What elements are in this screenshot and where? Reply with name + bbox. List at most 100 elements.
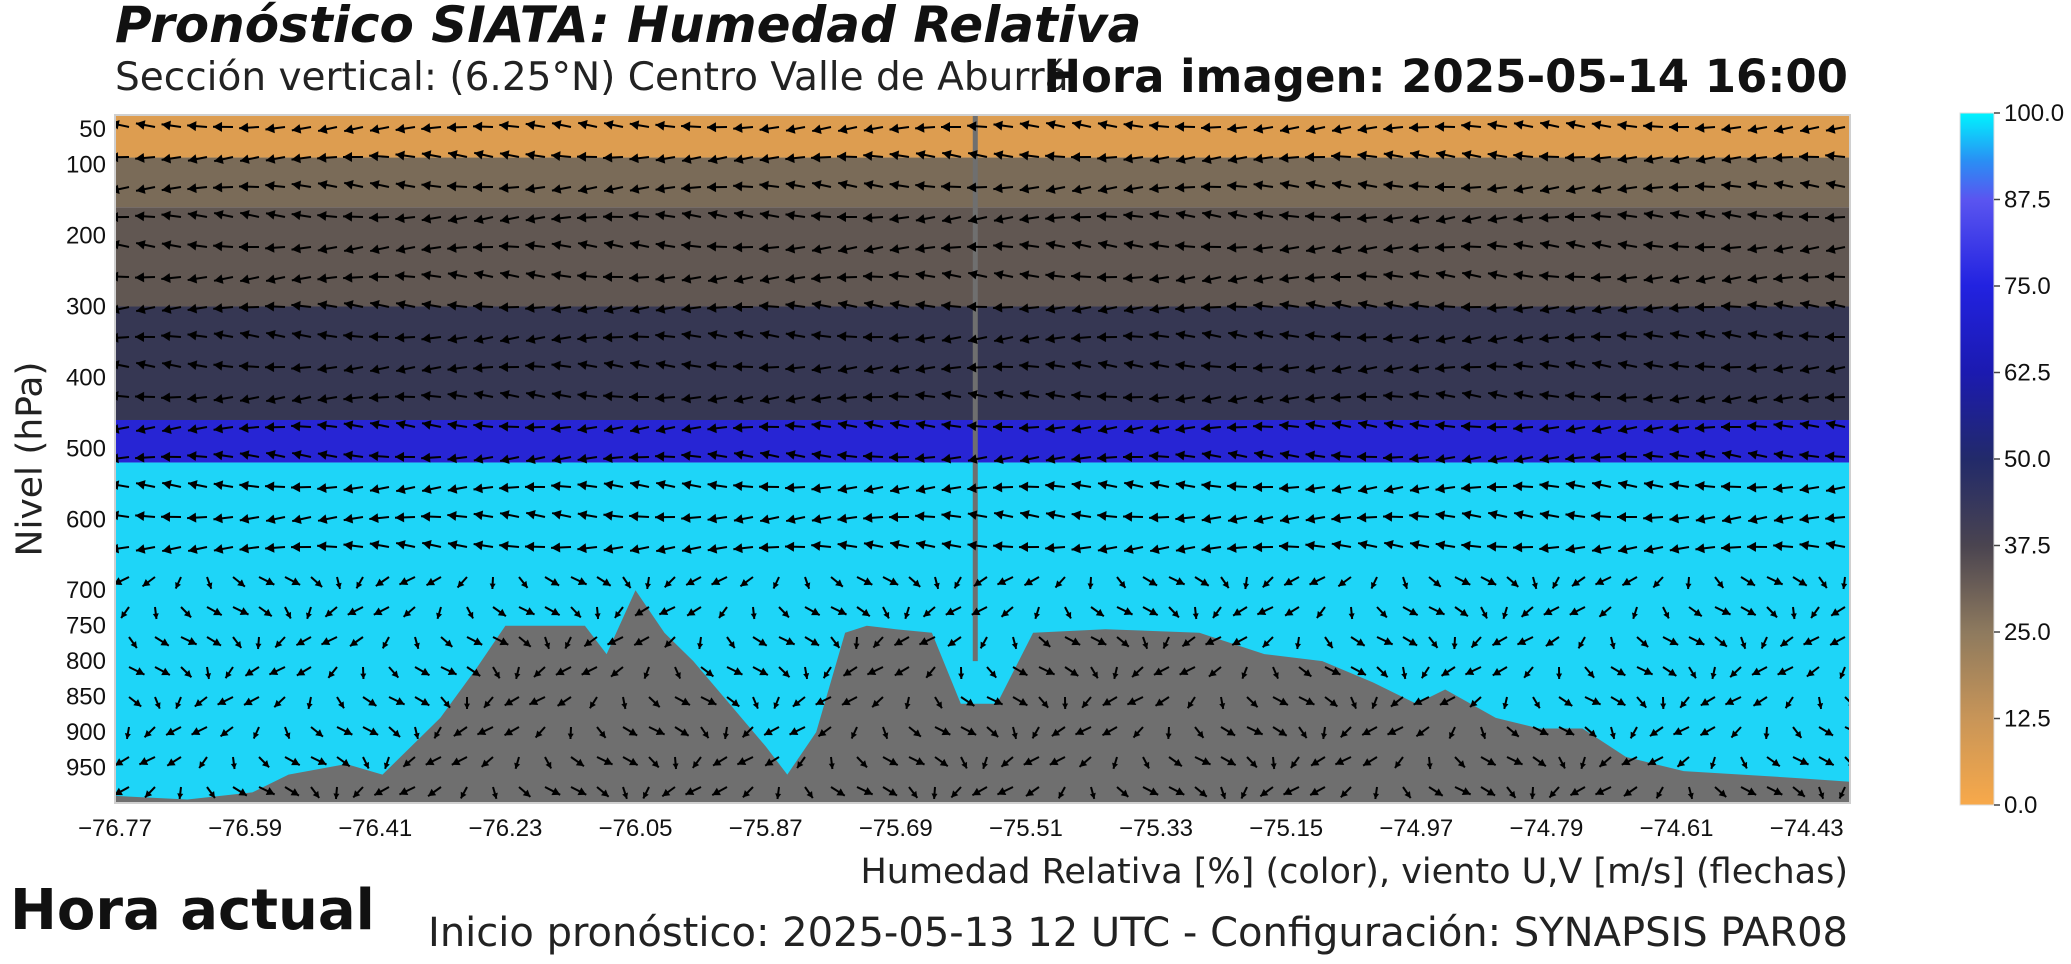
wind-arrow-head [731,699,740,707]
wind-arrow-head [1513,150,1523,161]
wind-arrow-head [603,391,613,402]
wind-arrow-head [707,697,717,706]
wind-arrow-head [1175,274,1186,284]
wind-arrow-head [1785,701,1792,709]
wind-arrow-head [1228,394,1238,404]
wind-arrow-head [1279,420,1289,431]
wind-arrow-head [643,672,650,679]
wind-arrow-head [1799,450,1809,461]
wind-arrow-head [220,729,229,737]
wind-arrow-head [786,514,796,524]
wind-arrow-head [447,270,458,280]
wind-arrow-head [1773,211,1783,222]
wind-arrow-head [863,540,874,550]
wind-arrow-head [1019,150,1029,161]
wind-arrow-head [499,150,510,160]
wind-arrow-head [1421,671,1428,679]
wind-arrow-head [1120,789,1129,797]
wind-arrow-head [1487,422,1497,433]
wind-arrow-head [1514,120,1524,130]
wind-arrow-head [971,607,981,616]
wind-arrow-head [1095,608,1104,617]
wind-arrow-head [1383,452,1393,463]
wind-arrow-head [904,702,911,709]
wind-arrow-head [421,364,432,374]
wind-arrow-head [499,241,509,252]
wind-arrow-head [864,484,874,494]
wind-arrow-head [392,729,401,737]
wind-arrow-head [1321,733,1328,739]
wind-arrow-head [139,757,149,766]
wind-arrow-head [707,361,717,371]
wind-arrow-head [603,543,614,554]
wind-arrow-head [915,270,926,281]
wind-arrow-head [321,637,331,646]
wind-arrow-head [1747,363,1757,373]
wind-arrow-head [915,363,926,374]
wind-arrow-head [1175,577,1185,586]
wind-arrow-head [1487,482,1497,493]
wind-arrow-head [734,450,744,460]
wind-arrow-head [1470,699,1478,708]
wind-arrow-head [473,182,483,193]
wind-arrow-head [1175,513,1185,524]
wind-arrow-head [863,124,874,134]
wind-arrow-head [1622,577,1632,586]
wind-arrow-head [213,241,223,252]
wind-arrow-head [811,330,821,341]
wind-arrow-head [1695,122,1705,133]
wind-arrow-head [659,607,669,616]
wind-arrow-head [1719,639,1727,647]
wind-arrow-head [1112,762,1118,769]
x-tick-label: −76.59 [208,815,282,842]
wind-arrow-head [1435,301,1445,312]
wind-arrow-head [1332,364,1342,374]
wind-arrow-head [602,578,611,586]
wind-arrow-head [473,362,483,373]
wind-arrow-head [707,480,718,491]
wind-arrow-head [395,391,405,402]
wind-arrow-head [1280,124,1290,134]
wind-arrow-head [993,150,1004,160]
wind-arrow-head [1592,240,1602,250]
wind-arrow-head [369,331,379,342]
wind-arrow-head [1841,583,1848,589]
wind-arrow-head [395,451,405,462]
wind-arrow-head [1124,480,1134,490]
wind-arrow-head [1639,700,1647,708]
wind-arrow-head [447,484,458,494]
wind-arrow-head [1305,697,1315,706]
wind-arrow-head [213,544,224,554]
wind-arrow-head [266,450,276,460]
wind-arrow-head [1165,733,1172,739]
y-tick-label: 500 [66,435,106,462]
wind-arrow-head [370,420,380,430]
wind-arrow-head [341,758,350,767]
wind-arrow-head [473,242,483,253]
wind-arrow-head [1592,480,1602,490]
wind-arrow-head [1196,730,1204,738]
wind-arrow-head [994,454,1004,464]
wind-arrow-head [941,242,951,253]
wind-arrow-head [187,637,197,646]
wind-arrow-head [1669,122,1679,133]
wind-arrow-head [786,450,796,460]
wind-arrow-head [115,332,119,343]
wind-arrow-head [760,450,770,460]
wind-arrow-shaft [1844,726,1850,731]
wind-arrow-head [707,423,717,434]
wind-arrow-head [1617,304,1628,314]
wind-arrow-head [1799,272,1809,283]
wind-arrow-head [426,577,436,586]
wind-arrow-shaft [115,456,130,460]
wind-arrow-head [370,300,380,310]
wind-arrow-head [444,639,453,647]
wind-arrow-head [1510,579,1519,587]
wind-arrow-head [1326,641,1333,649]
wind-arrow-head [1149,240,1159,251]
wind-arrow-head [916,150,926,160]
wind-arrow-head [655,183,665,194]
wind-arrow-head [972,787,982,796]
wind-arrow-head [968,390,978,400]
wind-arrow-head [161,273,171,284]
